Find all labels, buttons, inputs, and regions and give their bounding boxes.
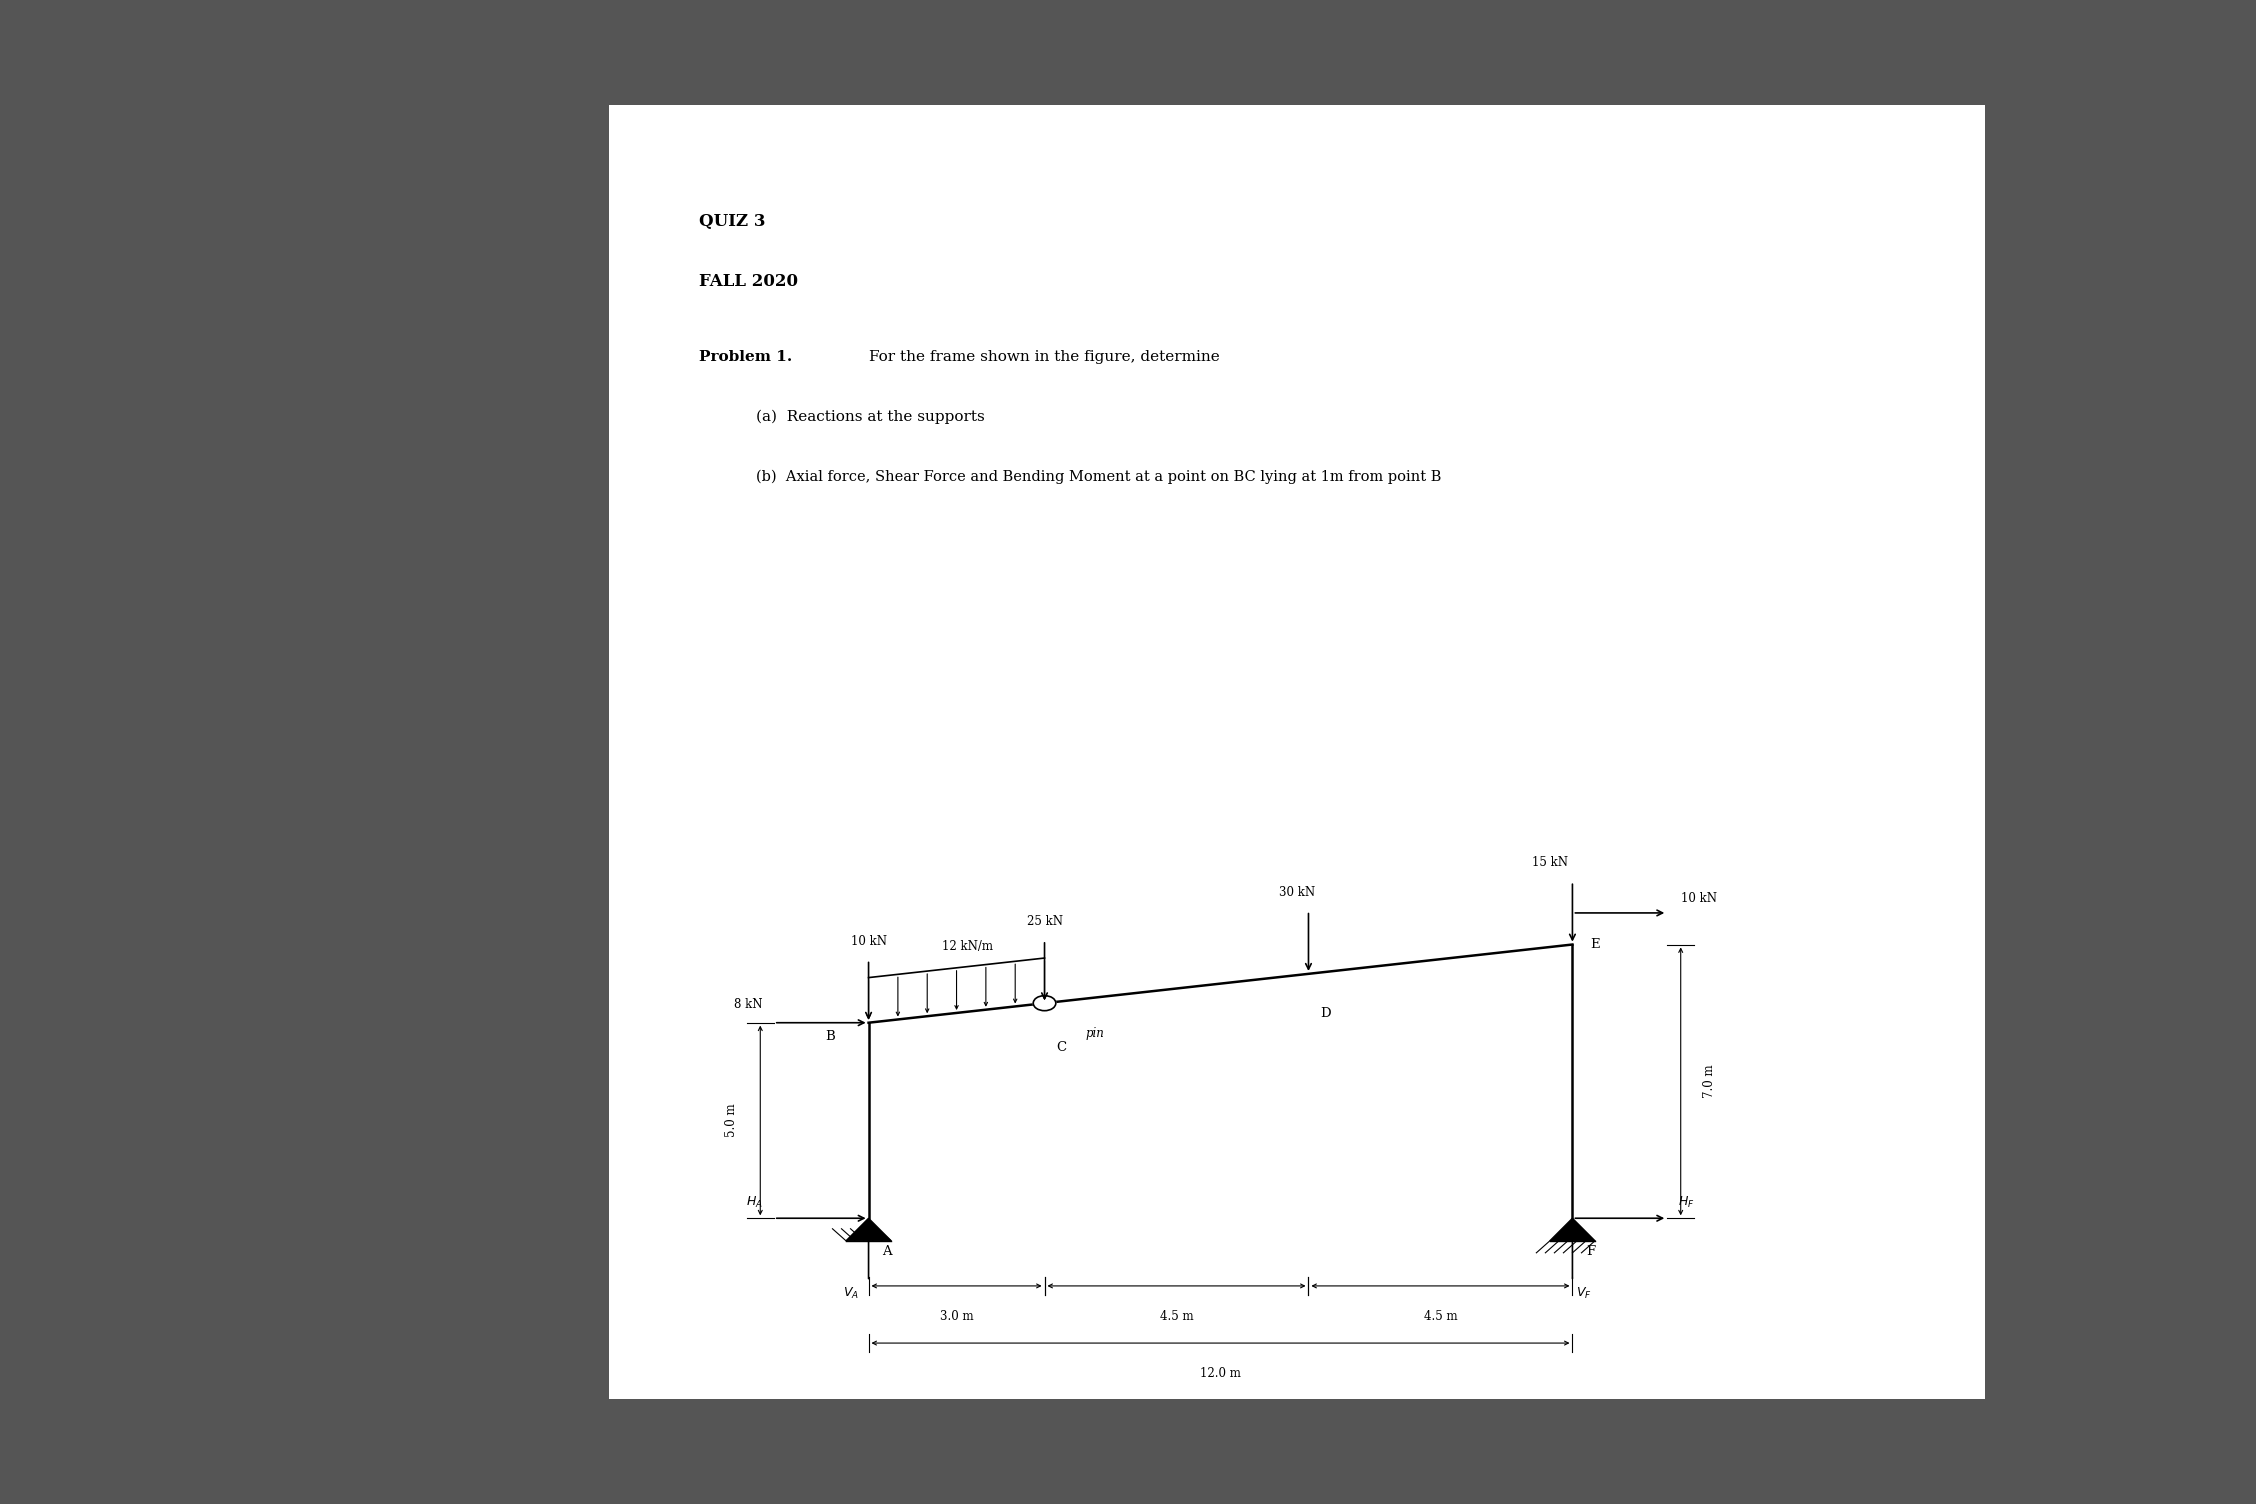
Polygon shape [846, 1218, 891, 1241]
Text: 5.0 m: 5.0 m [724, 1104, 738, 1137]
Text: 30 kN: 30 kN [1279, 886, 1315, 898]
Text: (b)  Axial force, Shear Force and Bending Moment at a point on BC lying at 1m fr: (b) Axial force, Shear Force and Bending… [756, 469, 1442, 484]
Text: F: F [1586, 1245, 1595, 1259]
Text: B: B [826, 1030, 835, 1044]
Text: FALL 2020: FALL 2020 [699, 272, 799, 290]
Text: 12 kN/m: 12 kN/m [943, 940, 993, 952]
Text: For the frame shown in the figure, determine: For the frame shown in the figure, deter… [869, 350, 1218, 364]
Polygon shape [1550, 1218, 1595, 1241]
Circle shape [1033, 996, 1056, 1011]
Text: $V_F$: $V_F$ [1577, 1286, 1590, 1301]
Text: $H_A$: $H_A$ [747, 1196, 763, 1211]
Text: $V_A$: $V_A$ [841, 1286, 860, 1301]
Text: 4.5 m: 4.5 m [1160, 1310, 1193, 1324]
Text: Problem 1.: Problem 1. [699, 350, 792, 364]
Text: QUIZ 3: QUIZ 3 [699, 212, 765, 230]
Text: 7.0 m: 7.0 m [1703, 1065, 1717, 1098]
FancyBboxPatch shape [609, 105, 1985, 1399]
Text: 10 kN: 10 kN [1681, 892, 1717, 905]
Text: 25 kN: 25 kN [1026, 914, 1063, 928]
Text: 8 kN: 8 kN [733, 997, 763, 1011]
Text: (a)  Reactions at the supports: (a) Reactions at the supports [756, 409, 984, 424]
Text: D: D [1320, 1008, 1331, 1020]
Text: A: A [882, 1245, 891, 1259]
Text: 12.0 m: 12.0 m [1200, 1367, 1241, 1381]
Text: E: E [1590, 938, 1600, 951]
Text: 10 kN: 10 kN [851, 934, 887, 948]
Text: $H_F$: $H_F$ [1678, 1196, 1694, 1211]
Text: 4.5 m: 4.5 m [1424, 1310, 1457, 1324]
Text: pin: pin [1085, 1027, 1103, 1041]
Text: 3.0 m: 3.0 m [941, 1310, 972, 1324]
Text: C: C [1056, 1041, 1065, 1054]
Text: 15 kN: 15 kN [1532, 856, 1568, 869]
